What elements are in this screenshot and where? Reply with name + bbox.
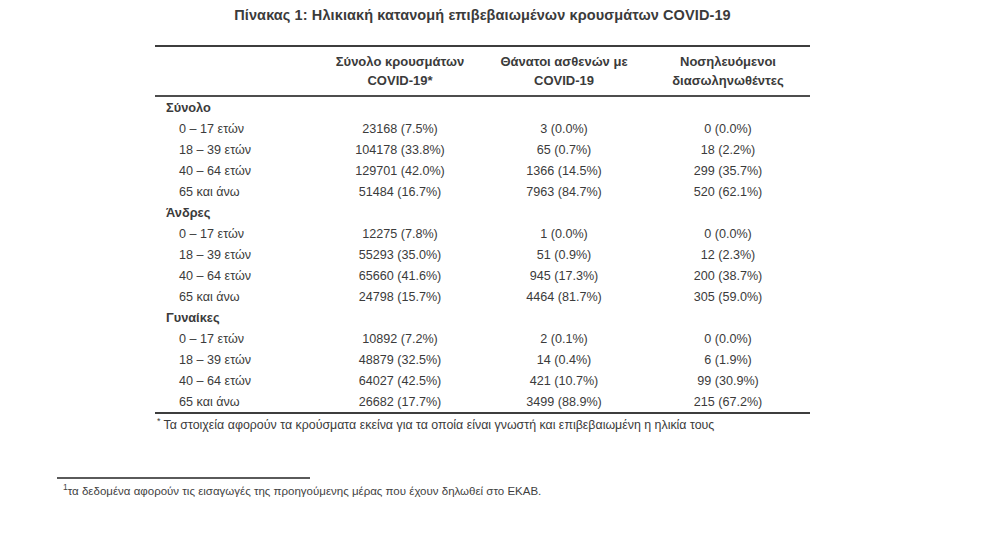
row-label: 0 – 17 ετών bbox=[155, 332, 318, 346]
header-total-cases-line1: Σύνολο κρουσμάτων bbox=[318, 52, 482, 71]
cell-cases: 64027 (42.5%) bbox=[318, 374, 482, 388]
cell-cases: 10892 (7.2%) bbox=[318, 332, 482, 346]
table-row: 65 και άνω 51484 (16.7%) 7963 (84.7%) 52… bbox=[155, 181, 810, 202]
cell-intubated: 12 (2.3%) bbox=[646, 248, 810, 262]
section-label-women: Γυναίκες bbox=[155, 307, 810, 328]
table-header-row: Σύνολο κρουσμάτων COVID-19* Θάνατοι ασθε… bbox=[155, 45, 810, 97]
table-row: 40 – 64 ετών 64027 (42.5%) 421 (10.7%) 9… bbox=[155, 370, 810, 391]
cell-intubated: 18 (2.2%) bbox=[646, 143, 810, 157]
header-intubated-line1: Νοσηλευόμενοι bbox=[646, 52, 810, 71]
row-label: 65 και άνω bbox=[155, 290, 318, 304]
table-row: 40 – 64 ετών 129701 (42.0%) 1366 (14.5%)… bbox=[155, 160, 810, 181]
table-row: 18 – 39 ετών 48879 (32.5%) 14 (0.4%) 6 (… bbox=[155, 349, 810, 370]
row-label: 18 – 39 ετών bbox=[155, 353, 318, 367]
cell-cases: 129701 (42.0%) bbox=[318, 164, 482, 178]
row-label: 40 – 64 ετών bbox=[155, 164, 318, 178]
cell-cases: 51484 (16.7%) bbox=[318, 185, 482, 199]
cell-intubated: 0 (0.0%) bbox=[646, 332, 810, 346]
row-label: 65 και άνω bbox=[155, 185, 318, 199]
cell-cases: 104178 (33.8%) bbox=[318, 143, 482, 157]
header-total-cases-line2: COVID-19* bbox=[318, 71, 482, 90]
cell-intubated: 0 (0.0%) bbox=[646, 122, 810, 136]
section-label-total: Σύνολο bbox=[155, 97, 810, 118]
table-row: 18 – 39 ετών 55293 (35.0%) 51 (0.9%) 12 … bbox=[155, 244, 810, 265]
table-row: 18 – 39 ετών 104178 (33.8%) 65 (0.7%) 18… bbox=[155, 139, 810, 160]
cell-cases: 65660 (41.6%) bbox=[318, 269, 482, 283]
header-deaths-line2: COVID-19 bbox=[482, 71, 646, 90]
cell-cases: 23168 (7.5%) bbox=[318, 122, 482, 136]
row-label: 40 – 64 ετών bbox=[155, 269, 318, 283]
page-footnote-block: 1τα δεδομένα αφορούν τις εισαγωγές της π… bbox=[57, 477, 757, 497]
table-row: 65 και άνω 26682 (17.7%) 3499 (88.9%) 21… bbox=[155, 391, 810, 412]
table-row: 0 – 17 ετών 23168 (7.5%) 3 (0.0%) 0 (0.0… bbox=[155, 118, 810, 139]
table-row: 65 και άνω 24798 (15.7%) 4464 (81.7%) 30… bbox=[155, 286, 810, 307]
section-label-men: Άνδρες bbox=[155, 202, 810, 223]
row-label: 18 – 39 ετών bbox=[155, 248, 318, 262]
header-deaths-line1: Θάνατοι ασθενών με bbox=[482, 52, 646, 71]
row-label: 40 – 64 ετών bbox=[155, 374, 318, 388]
covid-age-table: Σύνολο κρουσμάτων COVID-19* Θάνατοι ασθε… bbox=[155, 45, 810, 432]
page-footnote-text: τα δεδομένα αφορούν τις εισαγωγές της πρ… bbox=[68, 485, 542, 497]
table-row: 40 – 64 ετών 65660 (41.6%) 945 (17.3%) 2… bbox=[155, 265, 810, 286]
table-footnote: *Τα στοιχεία αφορούν τα κρούσματα εκείνα… bbox=[155, 418, 810, 432]
header-deaths: Θάνατοι ασθενών με COVID-19 bbox=[482, 52, 646, 90]
page-footnote: 1τα δεδομένα αφορούν τις εισαγωγές της π… bbox=[63, 485, 757, 497]
cell-intubated: 299 (35.7%) bbox=[646, 164, 810, 178]
cell-deaths: 14 (0.4%) bbox=[482, 353, 646, 367]
cell-deaths: 65 (0.7%) bbox=[482, 143, 646, 157]
cell-deaths: 3 (0.0%) bbox=[482, 122, 646, 136]
row-label: 65 και άνω bbox=[155, 395, 318, 409]
cell-cases: 12275 (7.8%) bbox=[318, 227, 482, 241]
cell-intubated: 520 (62.1%) bbox=[646, 185, 810, 199]
cell-deaths: 1 (0.0%) bbox=[482, 227, 646, 241]
header-intubated: Νοσηλευόμενοι διασωληνωθέντες bbox=[646, 52, 810, 90]
footnote-asterisk: * bbox=[157, 416, 161, 426]
cell-deaths: 945 (17.3%) bbox=[482, 269, 646, 283]
cell-deaths: 2 (0.1%) bbox=[482, 332, 646, 346]
cell-intubated: 99 (30.9%) bbox=[646, 374, 810, 388]
cell-deaths: 1366 (14.5%) bbox=[482, 164, 646, 178]
table-row: 0 – 17 ετών 10892 (7.2%) 2 (0.1%) 0 (0.0… bbox=[155, 328, 810, 349]
cell-intubated: 0 (0.0%) bbox=[646, 227, 810, 241]
cell-cases: 48879 (32.5%) bbox=[318, 353, 482, 367]
cell-intubated: 200 (38.7%) bbox=[646, 269, 810, 283]
cell-deaths: 51 (0.9%) bbox=[482, 248, 646, 262]
row-label: 0 – 17 ετών bbox=[155, 227, 318, 241]
cell-cases: 55293 (35.0%) bbox=[318, 248, 482, 262]
table-row: 0 – 17 ετών 12275 (7.8%) 1 (0.0%) 0 (0.0… bbox=[155, 223, 810, 244]
row-label: 0 – 17 ετών bbox=[155, 122, 318, 136]
cell-cases: 24798 (15.7%) bbox=[318, 290, 482, 304]
cell-deaths: 7963 (84.7%) bbox=[482, 185, 646, 199]
cell-intubated: 305 (59.0%) bbox=[646, 290, 810, 304]
cell-intubated: 215 (67.2%) bbox=[646, 395, 810, 409]
header-total-cases: Σύνολο κρουσμάτων COVID-19* bbox=[318, 52, 482, 90]
table-title: Πίνακας 1: Ηλικιακή κατανομή επιβεβαιωμέ… bbox=[155, 7, 810, 23]
table-body: Σύνολο 0 – 17 ετών 23168 (7.5%) 3 (0.0%)… bbox=[155, 97, 810, 414]
footnote-text: Τα στοιχεία αφορούν τα κρούσματα εκείνα … bbox=[164, 418, 715, 432]
header-intubated-line2: διασωληνωθέντες bbox=[646, 71, 810, 90]
cell-deaths: 4464 (81.7%) bbox=[482, 290, 646, 304]
cell-deaths: 421 (10.7%) bbox=[482, 374, 646, 388]
cell-deaths: 3499 (88.9%) bbox=[482, 395, 646, 409]
cell-cases: 26682 (17.7%) bbox=[318, 395, 482, 409]
footnote-divider bbox=[57, 477, 310, 479]
cell-intubated: 6 (1.9%) bbox=[646, 353, 810, 367]
row-label: 18 – 39 ετών bbox=[155, 143, 318, 157]
